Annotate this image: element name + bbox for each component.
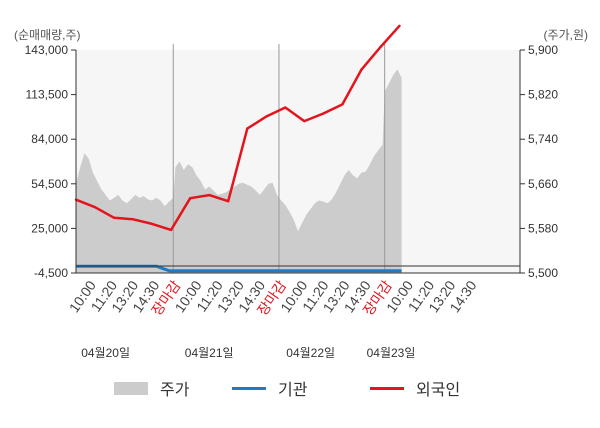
foreign-swatch: [370, 386, 404, 390]
left-tick-label: 113,500: [26, 88, 69, 102]
right-axis-unit: (주가,원): [543, 28, 588, 42]
price-swatch: [114, 381, 148, 395]
day-label: 04월20일: [81, 346, 130, 360]
foreign-point-9: [246, 127, 249, 130]
left-tick-label: 25,000: [31, 221, 68, 235]
foreign-point-4: [150, 222, 154, 226]
right-tick-label: 5,900: [528, 43, 558, 57]
legend-label-institution: 기관: [278, 382, 308, 399]
price-area: [76, 69, 402, 273]
foreign-point-17: [398, 24, 401, 27]
left-tick-label: -4,500: [34, 266, 68, 280]
legend-item-price: 주가: [114, 376, 189, 400]
foreign-point-7: [208, 193, 211, 197]
day-label: 04월21일: [185, 346, 234, 360]
foreign-point-5: [169, 228, 173, 232]
right-tick-label: 5,500: [528, 266, 558, 280]
foreign-point-8: [227, 200, 230, 203]
foreign-point-3: [131, 218, 135, 221]
legend-label-price: 주가: [160, 382, 190, 399]
left-tick-label: 143,000: [25, 43, 69, 57]
institution-swatch: [232, 386, 266, 390]
left-tick-label: 54,500: [31, 177, 68, 191]
legend-item-foreign: 외국인: [370, 376, 460, 400]
foreign-point-1: [93, 206, 97, 209]
foreign-point-13: [322, 112, 325, 115]
foreign-point-16: [379, 45, 382, 49]
right-tick-label: 5,740: [528, 132, 558, 146]
right-tick-label: 5,660: [528, 177, 558, 191]
foreign-point-10: [265, 115, 268, 118]
day-label: 04월22일: [286, 346, 335, 360]
right-tick-label: 5,820: [528, 88, 558, 102]
left-axis-unit: (순매매량,주): [14, 28, 81, 42]
legend-item-institution: 기관: [232, 376, 307, 400]
left-tick-label: 84,000: [31, 132, 68, 146]
foreign-point-12: [303, 119, 306, 123]
foreign-point-2: [112, 216, 116, 219]
foreign-point-14: [341, 103, 344, 106]
foreign-point-11: [284, 106, 287, 109]
foreign-line: [75, 24, 401, 232]
legend-label-foreign: 외국인: [416, 382, 461, 399]
foreign-point-6: [189, 197, 192, 200]
foreign-point-15: [360, 68, 363, 71]
right-tick-label: 5,580: [528, 221, 558, 235]
day-label: 04월23일: [367, 346, 416, 360]
